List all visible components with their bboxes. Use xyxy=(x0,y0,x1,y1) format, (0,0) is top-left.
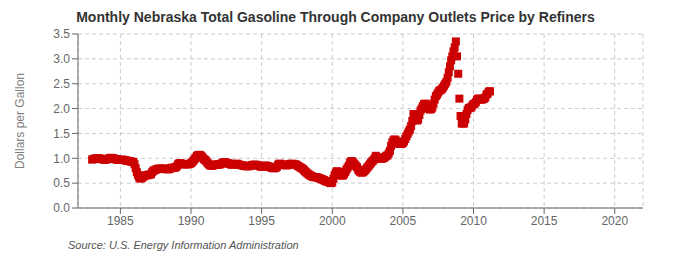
svg-text:2020: 2020 xyxy=(601,214,628,228)
svg-text:3.5: 3.5 xyxy=(53,27,70,41)
svg-text:2005: 2005 xyxy=(390,214,417,228)
svg-text:1995: 1995 xyxy=(248,214,275,228)
html-text:Source: U.S. Energy Informatio: Source: U.S. Energy Information Administ… xyxy=(68,239,299,251)
svg-text:0.5: 0.5 xyxy=(53,176,70,190)
svg-text:Dollars per Gallon: Dollars per Gallon xyxy=(13,73,27,169)
svg-text:0.0: 0.0 xyxy=(53,201,70,215)
svg-text:2.0: 2.0 xyxy=(53,102,70,116)
svg-text:3.0: 3.0 xyxy=(53,52,70,66)
svg-text:2000: 2000 xyxy=(319,214,346,228)
html-text:Monthly Nebraska Total Gasolin: Monthly Nebraska Total Gasoline Through … xyxy=(76,9,595,25)
svg-text:1990: 1990 xyxy=(178,214,205,228)
svg-text:2010: 2010 xyxy=(460,214,487,228)
svg-text:1.5: 1.5 xyxy=(53,127,70,141)
svg-text:1.0: 1.0 xyxy=(53,152,70,166)
svg-text:2015: 2015 xyxy=(531,214,558,228)
svg-text:1985: 1985 xyxy=(107,214,134,228)
svg-text:2.5: 2.5 xyxy=(53,77,70,91)
